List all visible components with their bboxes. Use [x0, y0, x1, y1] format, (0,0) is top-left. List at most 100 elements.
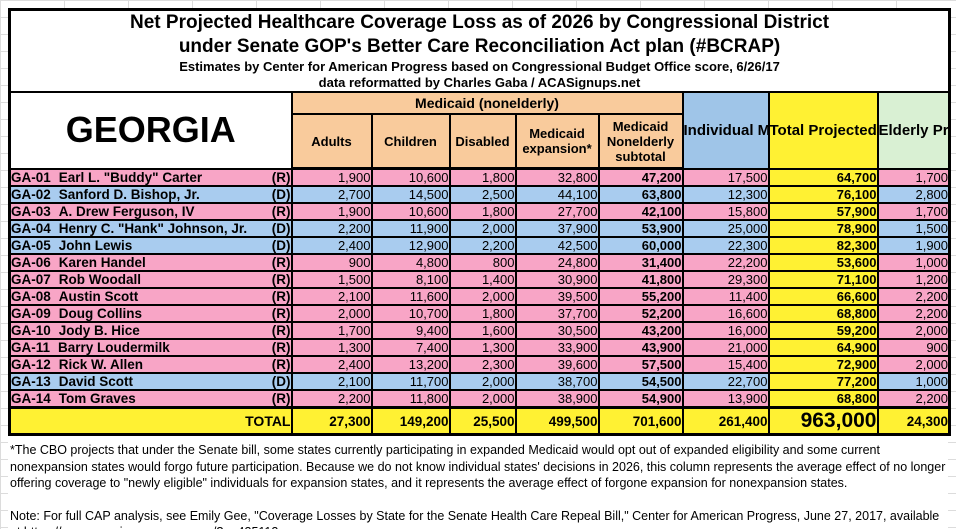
- elderly-cell: 1,000: [876, 253, 951, 272]
- party-label: (R): [271, 204, 291, 219]
- total-loss-cell: 72,900: [767, 355, 879, 374]
- children-cell: 10,700: [370, 304, 451, 323]
- adults-header: Adults: [290, 113, 373, 170]
- elderly-cell: 1,700: [876, 202, 951, 221]
- subtotal-cell: 57,500: [597, 355, 684, 374]
- total-loss-cell: 77,200: [767, 372, 879, 391]
- expansion-cell: 38,700: [514, 372, 600, 391]
- party-label: (R): [271, 272, 291, 287]
- spreadsheet-area: Net Projected Healthcare Coverage Loss a…: [8, 8, 952, 529]
- total-expansion-cell: 499,500: [514, 406, 600, 436]
- total-loss-cell: 64,900: [767, 338, 879, 357]
- disabled-cell: 1,800: [448, 167, 517, 187]
- individual-market-cell: 21,000: [681, 338, 770, 357]
- children-cell: 13,200: [370, 355, 451, 374]
- subtotal-cell: 43,900: [597, 338, 684, 357]
- subtotal-cell: 63,800: [597, 185, 684, 204]
- medicaid-group-header: Medicaid (nonelderly): [290, 91, 684, 115]
- individual-market-cell: 16,600: [681, 304, 770, 323]
- subtotal-cell: 47,200: [597, 167, 684, 187]
- elderly-cell: 2,000: [876, 355, 951, 374]
- district-label: GA-03: [11, 204, 51, 219]
- children-cell: 12,900: [370, 236, 451, 255]
- elderly-cell: 1,000: [876, 372, 951, 391]
- elderly-cell: 1,500: [876, 219, 951, 238]
- disabled-cell: 2,200: [448, 236, 517, 255]
- expansion-cell: 27,700: [514, 202, 600, 221]
- subtotal-cell: 54,500: [597, 372, 684, 391]
- coverage-loss-table: Net Projected Healthcare Coverage Loss a…: [8, 8, 952, 436]
- elderly-cell: 2,200: [876, 389, 951, 409]
- table-row: GA-12 Rick W. Allen (R) 2,400 13,200 2,3…: [8, 355, 951, 374]
- table-row: GA-13 David Scott (D) 2,100 11,700 2,000…: [8, 372, 951, 391]
- adults-cell: 2,200: [290, 389, 373, 409]
- adults-cell: 1,300: [290, 338, 373, 357]
- elderly-cell: 1,700: [876, 167, 951, 187]
- grand-total-cell: 963,000: [767, 406, 879, 436]
- total-section: TOTAL 27,300 149,200 25,500 499,500 701,…: [8, 406, 951, 436]
- expansion-cell: 37,700: [514, 304, 600, 323]
- disabled-header: Disabled: [448, 113, 517, 170]
- children-cell: 8,100: [370, 270, 451, 289]
- expansion-cell: 37,900: [514, 219, 600, 238]
- district-label: GA-13: [11, 374, 51, 389]
- header-group-row: GEORGIA Medicaid (nonelderly) Individual…: [8, 91, 951, 170]
- expansion-footnote: *The CBO projects that under the Senate …: [8, 442, 948, 492]
- party-label: (R): [271, 306, 291, 321]
- total-loss-cell: 76,100: [767, 185, 879, 204]
- adults-cell: 2,400: [290, 236, 373, 255]
- adults-cell: 1,500: [290, 270, 373, 289]
- representative-name: Tom Graves: [58, 391, 136, 406]
- disabled-cell: 2,300: [448, 355, 517, 374]
- subtitle-line1: Estimates by Center for American Progres…: [179, 59, 780, 74]
- total-loss-cell: 57,900: [767, 202, 879, 221]
- children-cell: 10,600: [370, 167, 451, 187]
- title-row: Net Projected Healthcare Coverage Loss a…: [8, 8, 951, 93]
- page-title-line2: under Senate GOP's Better Care Reconcili…: [178, 36, 781, 57]
- subtotal-cell: 53,900: [597, 219, 684, 238]
- table-row: GA-01 Earl L. "Buddy" Carter (R) 1,900 1…: [8, 167, 951, 187]
- individual-market-cell: 15,400: [681, 355, 770, 374]
- disabled-cell: 1,300: [448, 338, 517, 357]
- representative-name: Jody B. Hice: [58, 323, 140, 338]
- elderly-cell: 1,900: [876, 236, 951, 255]
- table-row: GA-11 Barry Loudermilk (R) 1,300 7,400 1…: [8, 338, 951, 357]
- total-adults-cell: 27,300: [290, 406, 373, 436]
- representative-name: John Lewis: [58, 238, 133, 253]
- disabled-cell: 2,500: [448, 185, 517, 204]
- table-row: GA-03 A. Drew Ferguson, IV (R) 1,900 10,…: [8, 202, 951, 221]
- total-loss-cell: 66,600: [767, 287, 879, 306]
- individual-market-cell: 11,400: [681, 287, 770, 306]
- total-loss-cell: 59,200: [767, 321, 879, 340]
- district-label: GA-10: [11, 323, 51, 338]
- individual-market-cell: 22,200: [681, 253, 770, 272]
- party-label: (R): [271, 357, 291, 372]
- district-label: GA-05: [11, 238, 51, 253]
- adults-cell: 900: [290, 253, 373, 272]
- total-disabled-cell: 25,500: [448, 406, 517, 436]
- subtotal-cell: 54,900: [597, 389, 684, 409]
- party-label: (D): [271, 374, 291, 389]
- total-elderly-cell: 24,300: [876, 406, 951, 436]
- total-subtotal-cell: 701,600: [597, 406, 684, 436]
- total-loss-cell: 78,900: [767, 219, 879, 238]
- adults-cell: 2,100: [290, 287, 373, 306]
- disabled-cell: 1,400: [448, 270, 517, 289]
- expansion-cell: 44,100: [514, 185, 600, 204]
- total-loss-cell: 53,600: [767, 253, 879, 272]
- elderly-cell: 2,200: [876, 304, 951, 323]
- elderly-cell: 1,200: [876, 270, 951, 289]
- adults-cell: 2,200: [290, 219, 373, 238]
- subtotal-cell: 41,800: [597, 270, 684, 289]
- subtotal-cell: 55,200: [597, 287, 684, 306]
- children-cell: 7,400: [370, 338, 451, 357]
- individual-market-cell: 15,800: [681, 202, 770, 221]
- individual-market-cell: 22,300: [681, 236, 770, 255]
- elderly-cell: 2,200: [876, 287, 951, 306]
- individual-market-cell: 13,900: [681, 389, 770, 409]
- party-label: (R): [271, 340, 291, 355]
- district-label: GA-02: [11, 187, 51, 202]
- individual-market-header: Individual Market: [681, 91, 770, 170]
- children-cell: 14,500: [370, 185, 451, 204]
- expansion-cell: 38,900: [514, 389, 600, 409]
